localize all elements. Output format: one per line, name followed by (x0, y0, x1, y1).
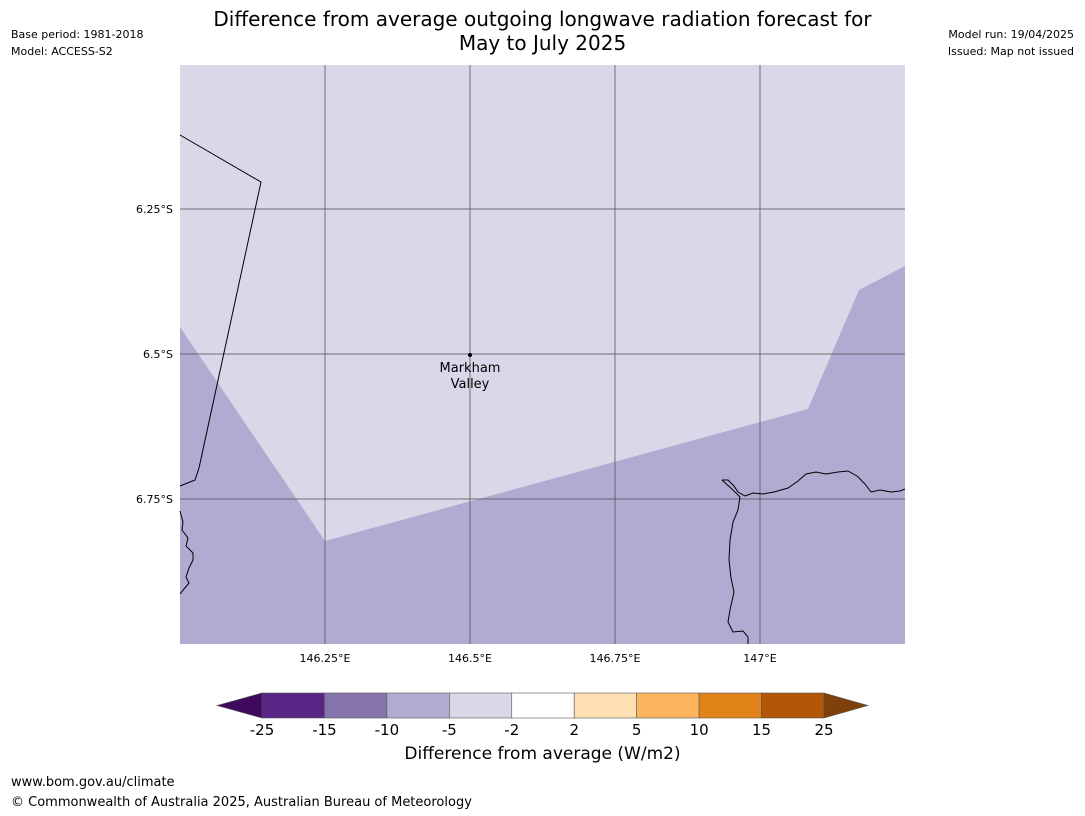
colorbar-bin (324, 692, 388, 719)
metadata-left: Base period: 1981-2018 Model: ACCESS-S2 (11, 26, 143, 60)
markham-valley-marker (468, 353, 472, 357)
lon-tick-label: 146.75°E (590, 652, 641, 665)
colorbar-tick-label: 25 (814, 721, 833, 739)
colorbar-tick-label: 5 (632, 721, 642, 739)
title-line-2: May to July 2025 (458, 31, 627, 55)
colorbar-tick-label: -5 (442, 721, 457, 739)
colorbar-tick-label: -2 (504, 721, 519, 739)
colorbar-bin (511, 692, 575, 719)
colorbar-tick-label: -15 (312, 721, 337, 739)
colorbar-bin (261, 692, 325, 719)
place-label-line-2: Valley (451, 377, 490, 392)
colorbar-tick-label: -25 (250, 721, 275, 739)
colorbar-extend-low (215, 692, 263, 719)
river-and-coastline (722, 470, 906, 497)
colorbar-tick-label: -10 (375, 721, 400, 739)
colorbar-bins (215, 692, 870, 719)
graticule (180, 65, 905, 644)
region-minus10-to-minus5 (180, 266, 905, 644)
boundaries (179, 134, 906, 644)
colorbar-bin (698, 692, 762, 719)
colorbar-bin (636, 692, 700, 719)
lon-tick-label: 146.5°E (448, 652, 492, 665)
lat-tick-labels: 6.25°S 6.5°S 6.75°S (136, 203, 173, 506)
model-text: Model: ACCESS-S2 (11, 45, 113, 58)
colorbar-bin (573, 692, 637, 719)
lon-tick-label: 147°E (743, 652, 776, 665)
lat-tick-label: 6.25°S (136, 203, 173, 216)
base-period-text: Base period: 1981-2018 (11, 28, 144, 41)
footer-url: www.bom.gov.au/climate (11, 775, 175, 790)
colorbar-tick-label: 2 (569, 721, 579, 739)
lat-tick-label: 6.75°S (136, 493, 173, 506)
forecast-map: Markham Valley 146.25°E 146.5°E 146.75°E… (136, 65, 906, 665)
colorbar-title: Difference from average (W/m2) (404, 744, 681, 764)
colorbar-bin (449, 692, 513, 719)
map-title: Difference from average outgoing longwav… (0, 7, 1085, 55)
colorbar-bin (761, 692, 825, 719)
colorbar-tick-label: 10 (690, 721, 709, 739)
metadata-right: Model run: 19/04/2025 Issued: Map not is… (948, 26, 1074, 60)
title-line-1: Difference from average outgoing longwav… (213, 7, 872, 31)
lon-tick-labels: 146.25°E 146.5°E 146.75°E 147°E (300, 652, 777, 665)
lat-tick-label: 6.5°S (143, 348, 173, 361)
model-run-text: Model run: 19/04/2025 (948, 28, 1074, 41)
river-course (721, 479, 749, 644)
footer-copyright: © Commonwealth of Australia 2025, Austra… (11, 795, 472, 810)
lon-tick-label: 146.25°E (300, 652, 351, 665)
west-coastline (179, 510, 194, 595)
place-label-line-1: Markham (440, 361, 501, 376)
colorbar-bin (386, 692, 450, 719)
colorbar-tick-label: 15 (752, 721, 771, 739)
issued-text: Issued: Map not issued (947, 45, 1074, 58)
colorbar-extend-high (823, 692, 870, 719)
colorbar-tick-labels: -25 -15 -10 -5 -2 2 5 10 15 25 (250, 721, 834, 739)
provincial-border (179, 134, 262, 487)
